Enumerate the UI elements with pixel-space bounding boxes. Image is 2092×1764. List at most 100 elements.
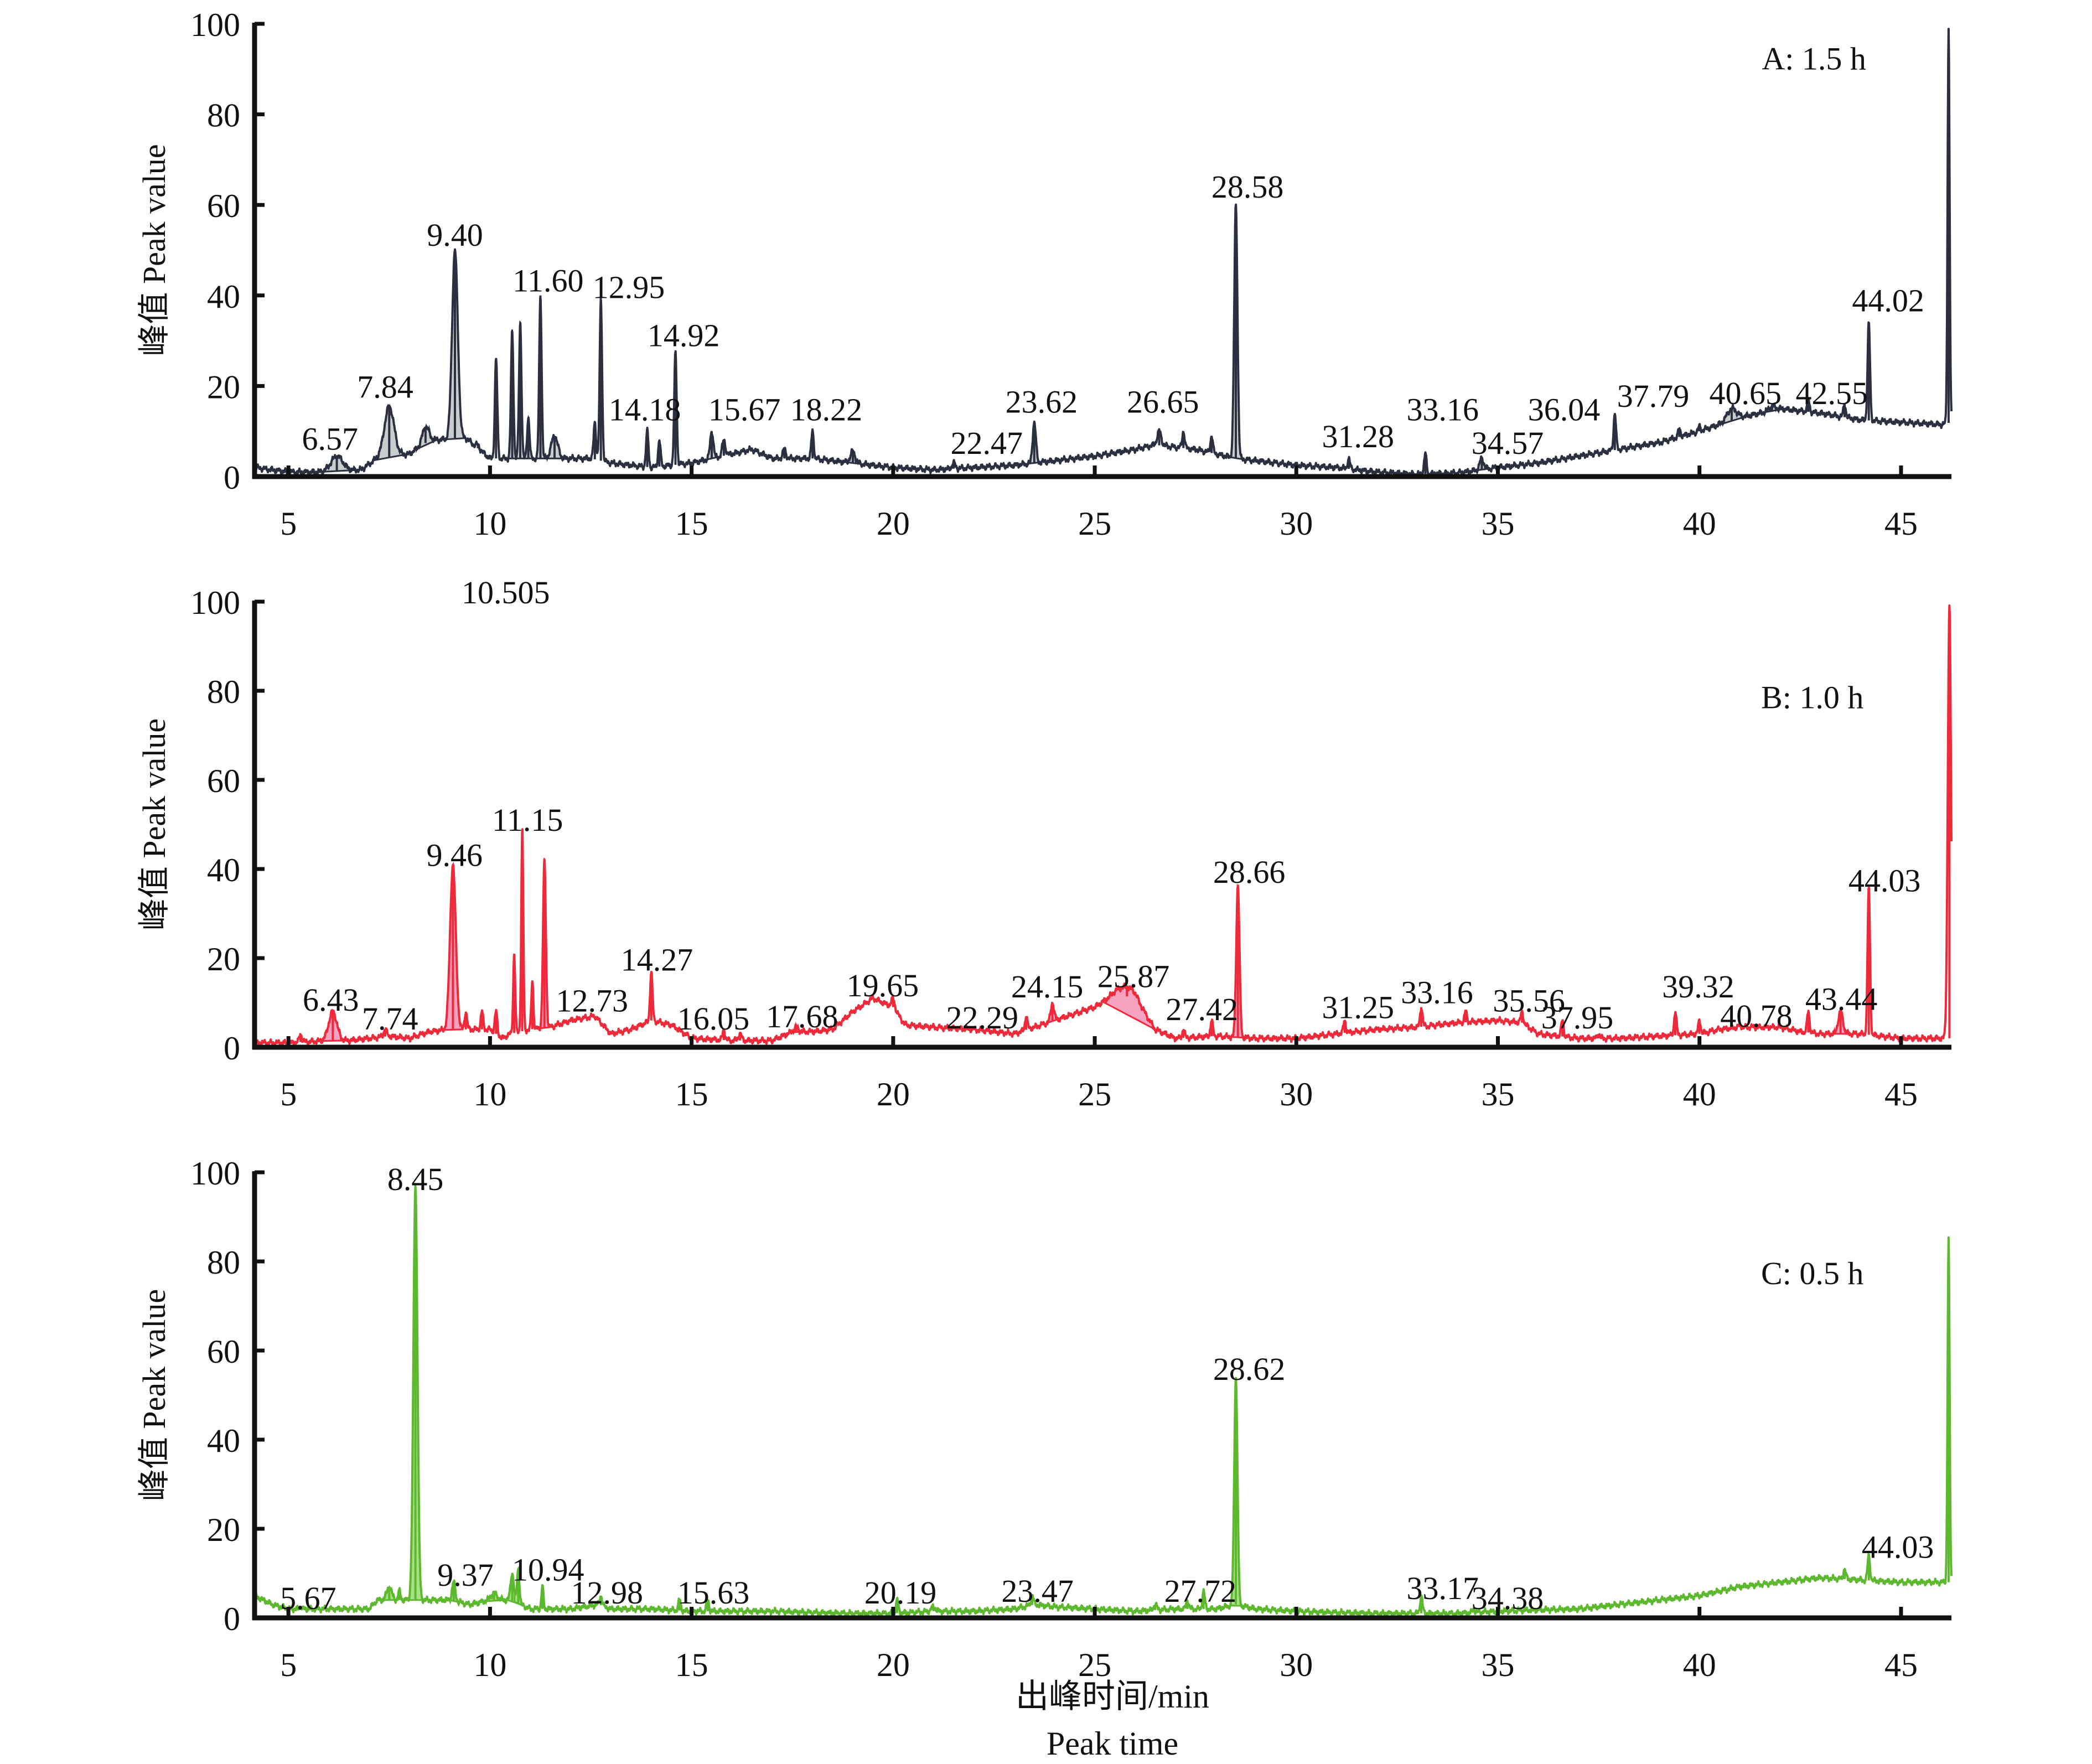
- panel-label: B: 1.0 h: [1761, 679, 1863, 715]
- peak-label: 34.38: [1472, 1580, 1544, 1616]
- peak-label: 27.42: [1166, 991, 1239, 1027]
- peak-label: 12.73: [556, 983, 628, 1019]
- panel-label: C: 0.5 h: [1761, 1255, 1863, 1291]
- peak-label: 9.40: [427, 217, 483, 253]
- peak-label: 24.15: [1011, 969, 1084, 1005]
- peak-label: 22.29: [946, 1000, 1019, 1036]
- panel-a: 0 20 40 60 80 100 5 10 15 20 25 30 35 40 45 峰值 Peak val…: [136, 7, 1953, 542]
- x-tick-label: 40: [1683, 1076, 1716, 1113]
- peak-label: 43.44: [1805, 981, 1878, 1017]
- peak-label: 8.45: [387, 1161, 444, 1197]
- peak-label: 44.03: [1862, 1529, 1934, 1565]
- y-tick-label: 100: [190, 584, 240, 621]
- peak-label: 44.03: [1848, 862, 1921, 898]
- peak-label: 9.37: [437, 1557, 494, 1593]
- y-tick-label: 40: [207, 852, 240, 888]
- peak-label: 33.16: [1406, 392, 1479, 428]
- peak-label: 42.55: [1795, 375, 1868, 411]
- series-line: [253, 1185, 1953, 1618]
- peak-label: 22.47: [951, 425, 1023, 461]
- peak-label: 36.04: [1528, 392, 1601, 428]
- y-axis-title: 峰值 Peak value: [136, 1289, 172, 1501]
- x-tick-label: 35: [1482, 1076, 1515, 1113]
- x-tick-label: 30: [1280, 1076, 1313, 1113]
- x-tick-label: 45: [1884, 1647, 1918, 1683]
- peak-label: 33.16: [1401, 974, 1473, 1010]
- x-tick-label: 5: [280, 1647, 297, 1683]
- y-tick-label: 0: [224, 1601, 240, 1637]
- y-tick-label: 20: [207, 941, 240, 977]
- x-tick-label: 10: [473, 1647, 506, 1683]
- peak-label: 33.17: [1406, 1570, 1479, 1606]
- series-line: [253, 28, 1953, 477]
- y-tick-label: 100: [190, 1155, 240, 1192]
- peak-label: 28.58: [1211, 169, 1284, 205]
- peak-label: 12.98: [571, 1575, 643, 1611]
- series-line: [253, 604, 1953, 1047]
- panel-label: A: 1.5 h: [1762, 41, 1866, 77]
- peak-label: 6.57: [302, 421, 358, 457]
- peak-label: 10.94: [512, 1551, 584, 1587]
- y-axis-title: 峰值 Peak value: [136, 718, 172, 930]
- x-tick-label: 45: [1884, 1076, 1918, 1113]
- x-tick-label: 30: [1280, 505, 1313, 542]
- peak-label: 14.27: [621, 942, 693, 978]
- peak-label: 31.28: [1322, 418, 1394, 454]
- peak-label: 12.95: [593, 270, 665, 306]
- peak-label: 40.78: [1720, 998, 1793, 1034]
- peak-label: 23.47: [1001, 1573, 1074, 1609]
- y-tick-label: 0: [224, 1030, 240, 1067]
- y-axis-title: 峰值 Peak value: [136, 144, 172, 356]
- y-tick-label: 100: [190, 7, 240, 43]
- x-tick-label: 35: [1482, 1647, 1515, 1683]
- peak-label: 6.43: [303, 982, 359, 1018]
- x-tick-label: 10: [473, 505, 506, 542]
- peak-label: 20.19: [864, 1575, 937, 1611]
- x-tick-label: 35: [1482, 505, 1515, 542]
- y-tick-label: 80: [207, 1244, 240, 1281]
- x-tick-label: 25: [1078, 505, 1111, 542]
- peak-label: 39.32: [1662, 969, 1734, 1005]
- x-tick-label: 45: [1884, 505, 1918, 542]
- peak-label: 37.95: [1541, 1000, 1614, 1036]
- peak-label: 16.05: [677, 1001, 750, 1037]
- y-tick-label: 60: [207, 188, 240, 224]
- x-axis-title-cn: 出峰时间/min: [1016, 1678, 1209, 1715]
- y-tick-label: 80: [207, 674, 240, 710]
- peak-label: 44.02: [1852, 282, 1924, 318]
- x-tick-label: 20: [877, 1076, 910, 1113]
- x-tick-label: 5: [280, 1076, 297, 1113]
- peak-label: 10.505: [462, 575, 550, 611]
- peak-label: 31.25: [1322, 990, 1394, 1026]
- peak-label: 11.15: [492, 802, 563, 838]
- x-axis-title-en: Peak time: [1047, 1725, 1178, 1762]
- peak-label: 19.65: [847, 968, 919, 1003]
- x-tick-label: 15: [675, 1076, 708, 1113]
- x-tick-label: 20: [877, 505, 910, 542]
- peak-label: 15.63: [677, 1575, 750, 1611]
- y-tick-label: 20: [207, 369, 240, 405]
- x-tick-label: 5: [280, 505, 297, 542]
- x-tick-label: 15: [675, 505, 708, 542]
- peak-label: 28.62: [1213, 1351, 1286, 1387]
- peak-label: 28.66: [1213, 854, 1286, 890]
- y-tick-label: 80: [207, 97, 240, 134]
- x-tick-label: 25: [1078, 1647, 1111, 1683]
- peak-label: 26.65: [1127, 384, 1199, 420]
- peak-label: 37.79: [1617, 378, 1690, 414]
- peak-label: 27.72: [1164, 1573, 1237, 1609]
- peak-label: 7.84: [357, 369, 413, 405]
- peak-label: 25.87: [1097, 958, 1170, 994]
- peak-label: 5.67: [280, 1580, 336, 1616]
- peak-label: 34.57: [1472, 425, 1544, 461]
- peak-label: 9.46: [427, 837, 483, 873]
- peak-label: 15.67: [708, 392, 781, 428]
- peak-label: 17.68: [766, 999, 838, 1034]
- peak-label: 18.22: [790, 392, 863, 428]
- peak-label: 14.18: [609, 392, 681, 428]
- panel-c: 0 20 40 60 80 100 5 10 15 20 25 30 35 40 45 峰值 Peak val…: [136, 1155, 1953, 1683]
- y-tick-label: 40: [207, 278, 240, 315]
- y-tick-label: 20: [207, 1512, 240, 1548]
- y-tick-label: 0: [224, 459, 240, 496]
